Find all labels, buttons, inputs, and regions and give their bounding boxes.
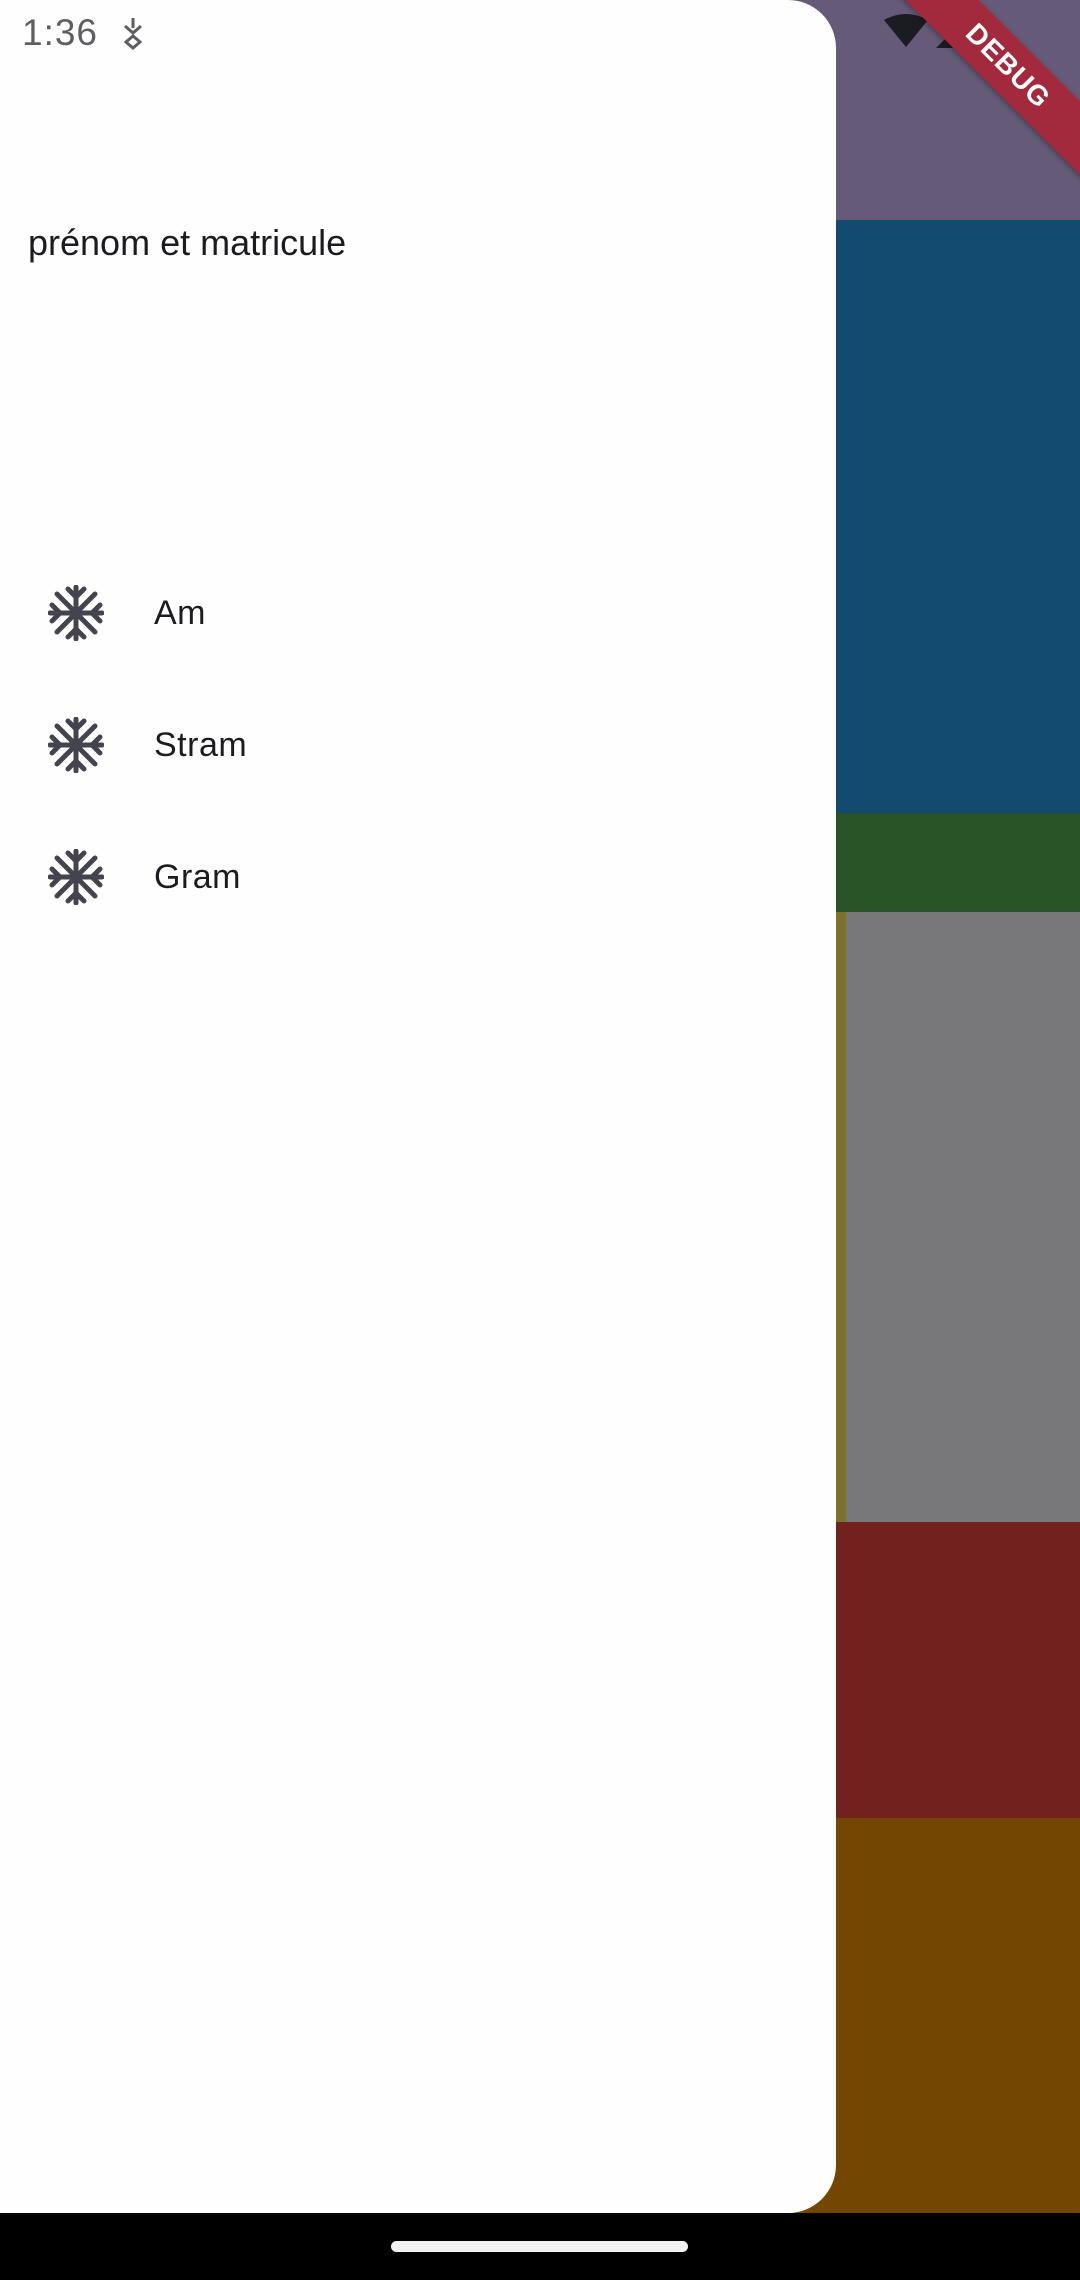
home-indicator[interactable] [391, 2241, 688, 2252]
notification-icon [123, 18, 143, 50]
drawer-item-gram[interactable]: Gram [0, 811, 836, 943]
snowflake-icon [48, 585, 104, 641]
drawer-list: Am Stram [0, 547, 836, 943]
drawer-item-stram[interactable]: Stram [0, 679, 836, 811]
drawer-item-label: Stram [154, 725, 248, 764]
snowflake-icon [48, 849, 104, 905]
status-time: 1:36 [22, 12, 99, 53]
navigation-drawer: 1:36 prénom et matricule [0, 12, 836, 943]
gray-panel-edge [836, 912, 846, 1522]
drawer-item-label: Gram [154, 857, 241, 896]
drawer-item-am[interactable]: Am [0, 547, 836, 679]
wifi-icon [884, 14, 928, 47]
drawer-header-text: prénom et matricule [28, 222, 347, 263]
snowflake-icon [48, 717, 104, 773]
drawer-item-label: Am [154, 593, 206, 632]
